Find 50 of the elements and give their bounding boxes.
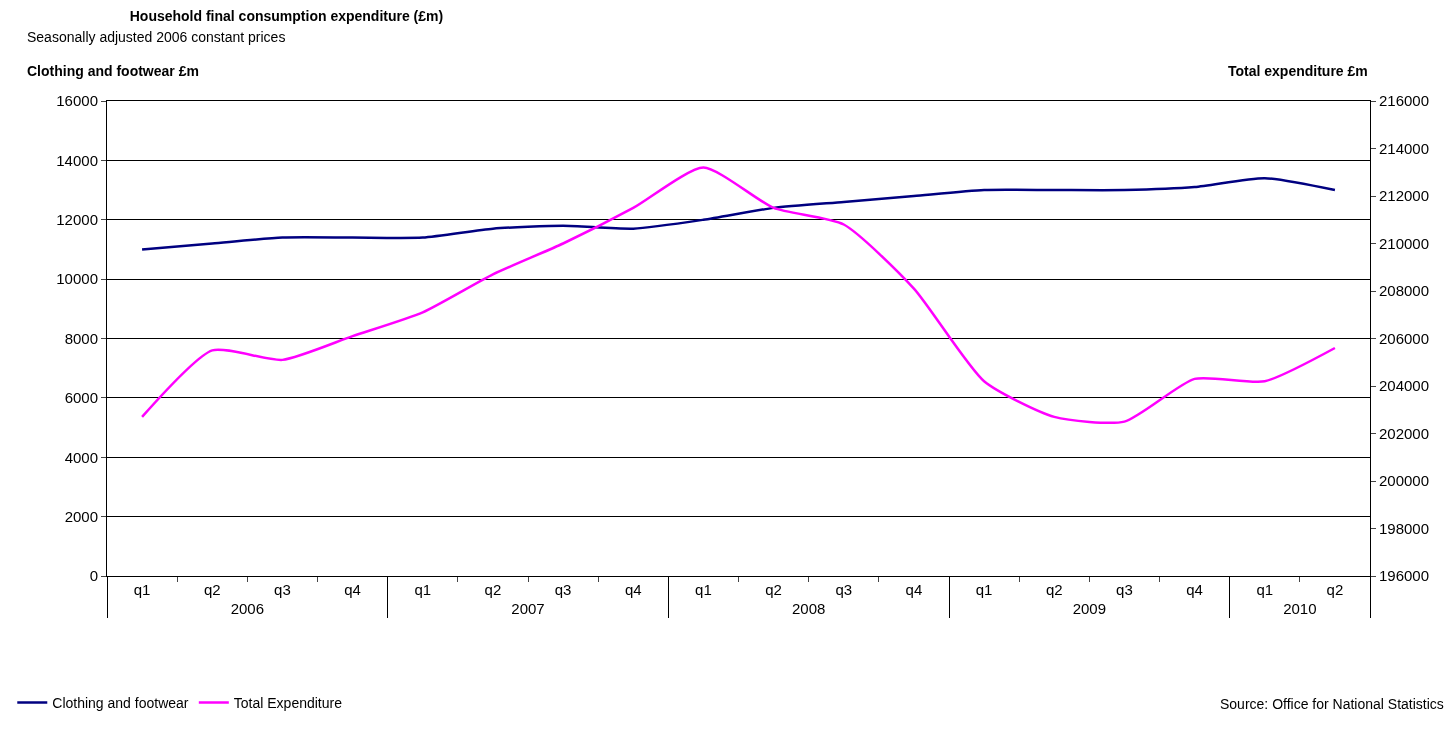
category-label: 2010 bbox=[1283, 600, 1317, 617]
category-label: q1 bbox=[695, 581, 712, 598]
y2-tick-label: 208000 bbox=[1379, 282, 1430, 300]
category-label: q2 bbox=[484, 581, 502, 598]
y2-axis-title: Total expenditure £m bbox=[1228, 63, 1368, 79]
y2-tick-label: 200000 bbox=[1379, 472, 1430, 490]
category-label: 2007 bbox=[511, 600, 545, 617]
y-tick-label: 6000 bbox=[64, 389, 98, 407]
category-label: q3 bbox=[835, 581, 853, 598]
y2-tick-label: 210000 bbox=[1379, 234, 1430, 252]
category-label: 2009 bbox=[1072, 600, 1107, 617]
y2-tick-label: 204000 bbox=[1379, 377, 1430, 395]
y2-tick-label: 202000 bbox=[1379, 424, 1430, 442]
category-label: q2 bbox=[765, 581, 782, 598]
y-tick-label: 0 bbox=[89, 567, 98, 585]
y-tick-label: 4000 bbox=[64, 448, 98, 466]
y-tick-label: 16000 bbox=[56, 92, 98, 110]
category-label: q2 bbox=[203, 581, 221, 598]
category-label: q3 bbox=[554, 581, 572, 598]
category-label: q1 bbox=[133, 581, 151, 598]
category-label: 2008 bbox=[791, 600, 826, 617]
chart-title: Household final consumption expenditure (£m) bbox=[129, 7, 444, 24]
y2-tick-label: 206000 bbox=[1379, 329, 1430, 347]
category-label: q4 bbox=[1186, 581, 1203, 598]
y2-tick-label: 212000 bbox=[1379, 187, 1430, 205]
category-label: q4 bbox=[624, 581, 642, 598]
category-label: q4 bbox=[905, 581, 923, 598]
category-label: q1 bbox=[975, 581, 993, 598]
category-label: q2 bbox=[1326, 581, 1344, 598]
y-tick-label: 14000 bbox=[56, 151, 98, 169]
y-tick-label: 2000 bbox=[64, 507, 98, 525]
category-label: q3 bbox=[274, 581, 291, 598]
chart-subtitle: Seasonally adjusted 2006 constant prices bbox=[27, 29, 286, 45]
source-note: Source: Office for National Statistics bbox=[1220, 696, 1444, 712]
y2-tick-label: 198000 bbox=[1379, 519, 1430, 537]
category-label: q2 bbox=[1045, 581, 1063, 598]
y2-tick-label: 196000 bbox=[1379, 567, 1430, 585]
legend-label: Total Expenditure bbox=[233, 694, 343, 711]
category-label: 2006 bbox=[230, 600, 265, 617]
y-tick-label: 8000 bbox=[64, 329, 98, 347]
y2-tick-label: 214000 bbox=[1379, 139, 1430, 157]
category-label: q3 bbox=[1116, 581, 1133, 598]
category-label: q1 bbox=[1256, 581, 1274, 598]
category-label: q1 bbox=[414, 581, 432, 598]
y2-tick-label: 216000 bbox=[1379, 92, 1430, 110]
category-label: q4 bbox=[344, 581, 361, 598]
y-tick-label: 12000 bbox=[56, 211, 98, 228]
legend-label: Clothing and footwear bbox=[52, 694, 189, 711]
y-tick-label: 10000 bbox=[56, 270, 98, 288]
y-axis-title: Clothing and footwear £m bbox=[27, 63, 199, 79]
